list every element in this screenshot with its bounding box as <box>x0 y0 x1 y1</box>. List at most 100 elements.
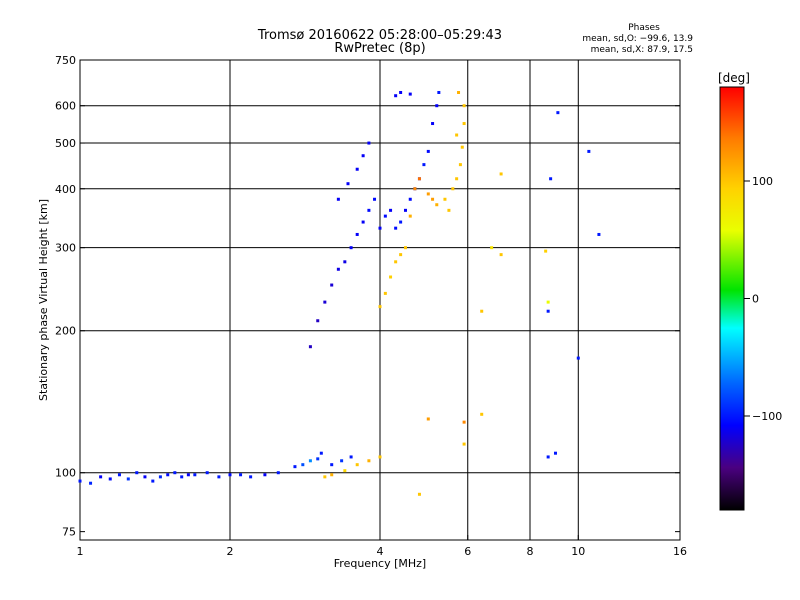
data-point <box>378 305 382 309</box>
data-point <box>587 149 591 153</box>
data-point <box>399 90 403 94</box>
y-tick-label: 600 <box>55 100 76 113</box>
data-point <box>99 475 103 479</box>
data-point <box>367 141 371 145</box>
data-point <box>576 356 580 360</box>
data-point <box>426 149 430 153</box>
colorbar: [deg] 100 0 −100 <box>718 71 782 511</box>
data-point <box>422 163 426 167</box>
data-point <box>408 214 412 218</box>
data-point <box>403 208 407 212</box>
data-point <box>443 197 447 201</box>
data-point <box>394 260 398 264</box>
data-point <box>323 300 327 304</box>
y-axis-ticks: 75 100 200 300 400 500 600 750 <box>55 54 680 539</box>
data-point <box>549 177 553 181</box>
data-point <box>383 214 387 218</box>
data-point <box>378 455 382 459</box>
x-axis-ticks: 1 2 4 6 8 10 16 <box>77 535 687 558</box>
data-point <box>217 475 221 479</box>
data-point <box>336 197 340 201</box>
data-point <box>367 459 371 463</box>
data-point <box>437 90 441 94</box>
x-tick-label: 4 <box>377 545 384 558</box>
data-point <box>499 172 503 176</box>
colorbar-tick-label: −100 <box>752 410 782 423</box>
data-point <box>343 469 347 473</box>
colorbar-gradient <box>719 86 745 511</box>
plot-area: 1 2 4 6 8 10 16 75 100 200 300 400 500 600 750 <box>55 54 687 558</box>
data-point <box>460 145 464 149</box>
data-point <box>403 246 407 250</box>
data-point <box>293 465 297 469</box>
data-point <box>458 163 462 167</box>
data-point <box>330 473 334 477</box>
y-tick-label: 100 <box>55 467 76 480</box>
data-point <box>480 412 484 416</box>
data-point <box>426 192 430 196</box>
data-point <box>378 226 382 230</box>
data-point <box>457 90 461 94</box>
x-tick-label: 1 <box>77 545 84 558</box>
data-point <box>556 111 560 115</box>
data-point <box>249 475 253 479</box>
y-axis-label: Stationary phase Virtual Height [km] <box>37 199 50 401</box>
data-point <box>553 451 557 455</box>
data-point <box>499 253 503 257</box>
data-point <box>417 492 421 496</box>
grid-lines <box>80 60 680 540</box>
data-point <box>323 475 327 479</box>
data-point <box>340 459 344 463</box>
x-tick-label: 16 <box>673 545 687 558</box>
data-point <box>408 92 412 96</box>
data-point <box>413 187 417 191</box>
data-point <box>151 479 155 483</box>
data-point <box>355 167 359 171</box>
chart-subtitle: RwPretec (8p) <box>334 41 425 56</box>
y-tick-label: 750 <box>55 54 76 67</box>
data-point <box>330 463 334 467</box>
y-tick-label: 400 <box>55 183 76 196</box>
data-point <box>447 208 451 212</box>
data-point <box>336 267 340 271</box>
data-point <box>117 473 121 477</box>
data-point <box>308 345 312 349</box>
data-point <box>330 283 334 287</box>
data-point <box>173 471 177 475</box>
data-point <box>426 417 430 421</box>
data-point <box>480 309 484 313</box>
data-point <box>308 459 312 463</box>
data-point <box>78 479 82 483</box>
data-point <box>394 94 398 98</box>
data-point <box>263 473 267 477</box>
data-point <box>455 177 459 181</box>
x-tick-label: 6 <box>464 545 471 558</box>
x-axis-label: Frequency [MHz] <box>334 557 426 570</box>
data-point <box>89 481 93 485</box>
x-tick-label: 10 <box>571 545 585 558</box>
y-tick-label: 200 <box>55 325 76 338</box>
colorbar-tick-label: 0 <box>752 293 759 306</box>
data-point <box>544 249 548 253</box>
x-tick-label: 8 <box>527 545 534 558</box>
phases-o-stats: mean, sd,O: −99.6, 13.9 <box>582 34 693 44</box>
data-point <box>546 300 550 304</box>
data-point <box>346 182 350 186</box>
data-point <box>166 473 170 477</box>
colorbar-tick-label: 100 <box>752 175 773 188</box>
data-point <box>383 291 387 295</box>
data-point <box>349 455 353 459</box>
data-point <box>490 246 494 250</box>
data-point <box>389 275 393 279</box>
data-point <box>462 122 466 126</box>
data-point <box>373 197 377 201</box>
data-point <box>355 232 359 236</box>
data-point <box>108 477 112 481</box>
data-point <box>455 133 459 137</box>
data-point <box>462 442 466 446</box>
data-point <box>126 477 130 481</box>
data-point <box>546 309 550 313</box>
y-tick-label: 75 <box>62 526 76 539</box>
data-point <box>316 457 320 461</box>
x-tick-label: 2 <box>227 545 234 558</box>
